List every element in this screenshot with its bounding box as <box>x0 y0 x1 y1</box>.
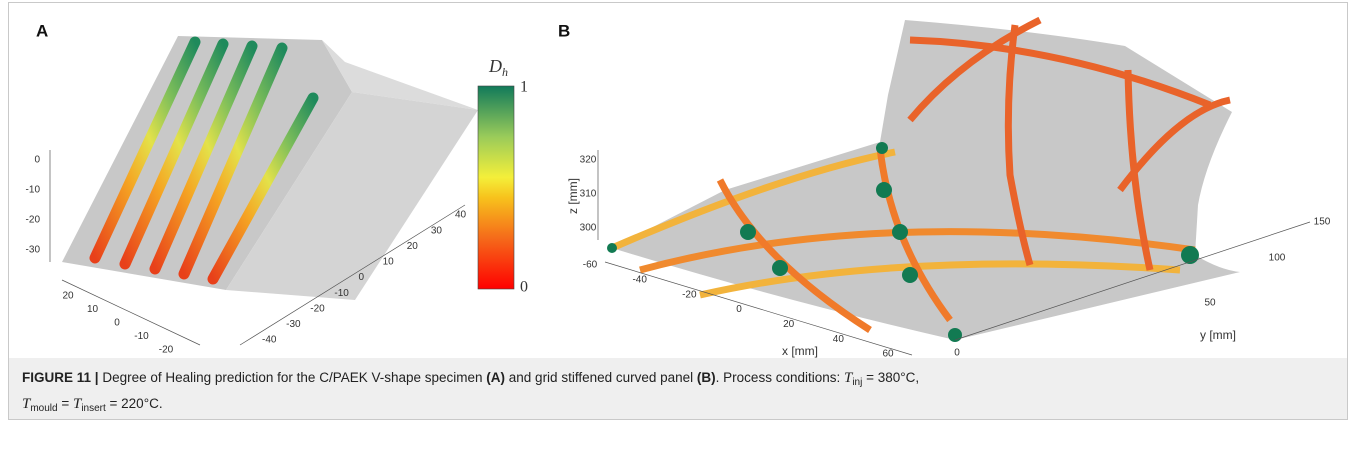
caption-text: (A) <box>486 370 506 385</box>
caption-text: Degree of Healing prediction for the C/P… <box>98 370 487 385</box>
caption-line: FIGURE 11 | Degree of Healing prediction… <box>22 367 1334 393</box>
colorbar-title: Dh <box>488 56 508 79</box>
colorbar-subscript: h <box>502 65 508 79</box>
tick-label: 40 <box>455 210 467 221</box>
caption-text: inj <box>852 377 863 388</box>
y-axis-label: y [mm] <box>1200 328 1236 342</box>
tick-label: 20 <box>62 291 74 302</box>
caption-text: T <box>72 396 82 412</box>
panel-label: B <box>558 21 570 40</box>
caption-text: T <box>843 370 853 386</box>
tick-label: 150 <box>1314 217 1331 228</box>
caption-text: = <box>57 396 73 411</box>
caption-text: and grid stiffened curved panel <box>505 370 697 385</box>
caption-line: Tmould = Tinsert = 220°C. <box>22 393 1334 419</box>
tick-label: 20 <box>783 319 795 330</box>
tick-label: -30 <box>286 319 301 330</box>
tick-label: 100 <box>1269 253 1286 264</box>
tick-label: 0 <box>954 348 960 358</box>
z-axis-label: z [mm] <box>566 178 580 214</box>
tick-label: 310 <box>580 189 597 200</box>
caption-text: mould <box>30 403 58 414</box>
figure-caption: FIGURE 11 | Degree of Healing prediction… <box>9 358 1347 419</box>
panel-label: A <box>36 21 48 40</box>
caption-text: FIGURE 11 | <box>22 370 99 385</box>
stripes <box>89 36 319 285</box>
tick-label: -10 <box>26 185 41 196</box>
tick-label: -20 <box>682 289 697 300</box>
v-shape-ridge <box>322 40 478 110</box>
caption-text: . Process conditions: <box>715 370 844 385</box>
tick-label: -10 <box>334 288 349 299</box>
colorbar <box>477 85 515 290</box>
caption-text: T <box>22 396 31 412</box>
tick-label: -20 <box>26 215 41 226</box>
tick-label: 50 <box>1204 298 1216 309</box>
tick-label: 10 <box>87 304 99 315</box>
v-shape-flange <box>226 92 478 300</box>
caption-text: (B) <box>696 370 716 385</box>
tick-label: 30 <box>431 225 443 236</box>
caption-text: = 220°C. <box>105 396 163 411</box>
stiffener-nodes <box>607 142 1199 342</box>
panel-surface <box>612 20 1240 340</box>
tick-label: 0 <box>114 318 120 329</box>
tick-label: -30 <box>26 245 41 256</box>
tick-label: 0 <box>34 155 40 166</box>
caption-text: = 380°C, <box>862 370 920 385</box>
tick-label: -40 <box>262 335 277 346</box>
caption-text: insert <box>81 403 106 414</box>
tick-label: 20 <box>407 241 419 252</box>
figure-frame <box>8 2 1348 420</box>
tick-label: 40 <box>833 334 845 345</box>
tick-label: 10 <box>383 257 395 268</box>
tick-label: 60 <box>882 349 894 358</box>
colorbar-max: 1 <box>520 79 528 96</box>
tick-label: -20 <box>159 345 174 356</box>
tick-label: -60 <box>583 260 598 271</box>
colorbar-symbol: D <box>488 56 502 76</box>
tick-label: -40 <box>632 274 647 285</box>
tick-label: 300 <box>580 223 597 234</box>
x-axis-label: x [mm] <box>782 344 818 358</box>
axes-a <box>49 150 466 346</box>
tick-label: -10 <box>134 331 149 342</box>
tick-label: -20 <box>310 303 325 314</box>
tick-label: 0 <box>736 304 742 315</box>
colorbar-min: 0 <box>520 279 528 296</box>
axes-b <box>597 150 1311 356</box>
tick-label: 0 <box>359 272 365 283</box>
figure: A Dh 1 0 B z [mm] <box>26 16 1331 358</box>
tick-label: 320 <box>580 155 597 166</box>
